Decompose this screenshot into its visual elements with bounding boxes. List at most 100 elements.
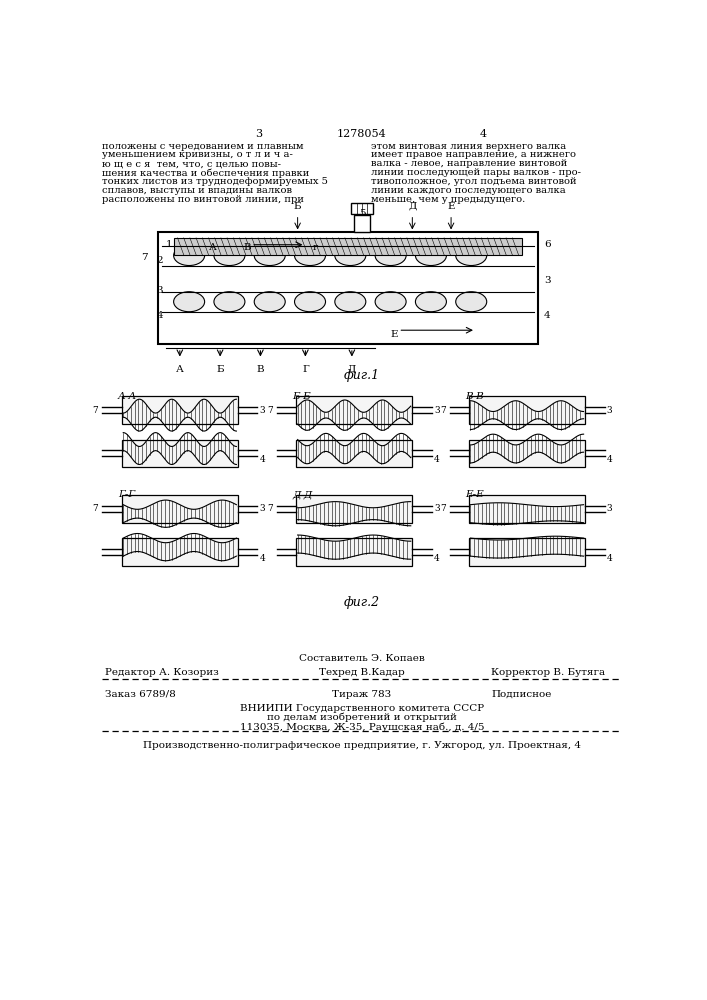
Text: Техред В.Кадар: Техред В.Кадар — [319, 668, 405, 677]
Text: 7: 7 — [93, 406, 98, 415]
Ellipse shape — [416, 246, 446, 266]
Text: 3: 3 — [544, 276, 551, 285]
Text: В: В — [257, 365, 264, 374]
Ellipse shape — [174, 292, 204, 312]
Bar — [296, 538, 412, 566]
Bar — [354, 215, 370, 232]
Text: расположены по винтовой линии, при: расположены по винтовой линии, при — [103, 195, 304, 204]
Text: шения качества и обеспечения правки: шения качества и обеспечения правки — [103, 168, 310, 178]
Text: А: А — [209, 243, 216, 252]
Text: линии каждого последующего валка: линии каждого последующего валка — [371, 186, 566, 195]
Text: Тираж 783: Тираж 783 — [332, 690, 392, 699]
Text: 3: 3 — [156, 286, 163, 295]
Ellipse shape — [335, 246, 366, 266]
Text: Редактор А. Козориз: Редактор А. Козориз — [105, 668, 219, 677]
Text: тонких листов из труднодеформируемых 5: тонких листов из труднодеформируемых 5 — [103, 177, 328, 186]
Text: 3: 3 — [259, 406, 265, 415]
Text: Д-Д: Д-Д — [292, 490, 312, 499]
Bar — [296, 495, 412, 523]
Bar — [174, 238, 522, 255]
Text: тивоположное, угол подъема винтовой: тивоположное, угол подъема винтовой — [371, 177, 577, 186]
Text: Составитель Э. Копаев: Составитель Э. Копаев — [299, 654, 425, 663]
Text: 7: 7 — [267, 406, 273, 415]
Text: ю щ е с я  тем, что, с целью повы-: ю щ е с я тем, что, с целью повы- — [103, 159, 281, 168]
Bar — [122, 495, 238, 523]
Ellipse shape — [214, 292, 245, 312]
Text: Д: Д — [408, 202, 416, 211]
Text: 4: 4 — [607, 554, 612, 563]
Ellipse shape — [255, 246, 285, 266]
Text: 4: 4 — [480, 129, 487, 139]
Ellipse shape — [255, 292, 285, 312]
Text: линии последующей пары валков - про-: линии последующей пары валков - про- — [371, 168, 581, 177]
Text: Производственно-полиграфическое предприятие, г. Ужгород, ул. Проектная, 4: Производственно-полиграфическое предприя… — [143, 741, 581, 750]
Text: Корректор В. Бутяга: Корректор В. Бутяга — [491, 668, 605, 677]
Text: по делам изобретений и открытий: по делам изобретений и открытий — [267, 713, 457, 722]
Text: 7: 7 — [440, 406, 445, 415]
Text: 7: 7 — [440, 504, 445, 513]
Bar — [469, 495, 585, 523]
Text: Г: Г — [302, 365, 309, 374]
Ellipse shape — [295, 246, 325, 266]
Text: 7: 7 — [141, 253, 148, 262]
Text: сплавов, выступы и впадины валков: сплавов, выступы и впадины валков — [103, 186, 292, 195]
Text: Б: Б — [216, 365, 224, 374]
Bar — [469, 396, 585, 424]
Text: ВНИИПИ Государственного комитета СССР: ВНИИПИ Государственного комитета СССР — [240, 704, 484, 713]
Text: Подписное: Подписное — [491, 690, 551, 699]
Text: Е: Е — [448, 202, 455, 211]
Text: этом винтовая линия верхнего валка: этом винтовая линия верхнего валка — [371, 142, 566, 151]
Text: меньше, чем у предыдущего.: меньше, чем у предыдущего. — [371, 195, 525, 204]
Text: 3: 3 — [434, 406, 440, 415]
Ellipse shape — [174, 246, 204, 266]
Ellipse shape — [456, 292, 486, 312]
Bar — [158, 232, 538, 344]
Text: В: В — [243, 243, 251, 252]
Text: 3: 3 — [607, 406, 612, 415]
Text: 4: 4 — [434, 455, 440, 464]
Bar — [469, 538, 585, 566]
Text: г: г — [313, 243, 319, 252]
Bar — [122, 396, 238, 424]
Ellipse shape — [214, 246, 245, 266]
Text: 1: 1 — [166, 240, 173, 249]
Bar — [122, 538, 238, 566]
Text: уменьшением кривизны, о т л и ч а-: уменьшением кривизны, о т л и ч а- — [103, 150, 293, 159]
Ellipse shape — [375, 246, 406, 266]
Text: 6: 6 — [544, 240, 551, 249]
Text: 3: 3 — [434, 504, 440, 513]
Text: 4: 4 — [434, 554, 440, 563]
Bar — [296, 440, 412, 467]
Ellipse shape — [335, 292, 366, 312]
Text: 1278054: 1278054 — [337, 129, 387, 139]
Text: 3: 3 — [607, 504, 612, 513]
Text: фиг.2: фиг.2 — [344, 596, 380, 609]
Text: E: E — [391, 330, 398, 339]
Text: 4: 4 — [259, 554, 265, 563]
Text: 7: 7 — [93, 504, 98, 513]
Text: Г-Г: Г-Г — [118, 490, 135, 499]
Text: 4: 4 — [544, 311, 551, 320]
Text: 4: 4 — [259, 455, 265, 464]
Bar — [351, 203, 373, 214]
Text: Е-Е: Е-Е — [465, 490, 484, 499]
Text: фиг.1: фиг.1 — [344, 369, 380, 382]
Text: Заказ 6789/8: Заказ 6789/8 — [105, 690, 176, 699]
Text: 7: 7 — [267, 504, 273, 513]
Text: А: А — [176, 365, 184, 374]
Ellipse shape — [416, 292, 446, 312]
Ellipse shape — [295, 292, 325, 312]
Bar — [122, 440, 238, 467]
Text: 2: 2 — [156, 256, 163, 265]
Text: 3: 3 — [259, 504, 265, 513]
Text: А-А: А-А — [118, 392, 137, 401]
Text: имеет правое направление, а нижнего: имеет правое направление, а нижнего — [371, 150, 576, 159]
Ellipse shape — [456, 246, 486, 266]
Text: 4: 4 — [156, 311, 163, 320]
Text: 5: 5 — [358, 209, 366, 218]
Text: В-В: В-В — [465, 392, 484, 401]
Text: положены с чередованием и плавным: положены с чередованием и плавным — [103, 142, 304, 151]
Text: 113035, Москва, Ж-35, Раушская наб., д. 4/5: 113035, Москва, Ж-35, Раушская наб., д. … — [240, 722, 484, 732]
Ellipse shape — [375, 292, 406, 312]
Text: 4: 4 — [607, 455, 612, 464]
